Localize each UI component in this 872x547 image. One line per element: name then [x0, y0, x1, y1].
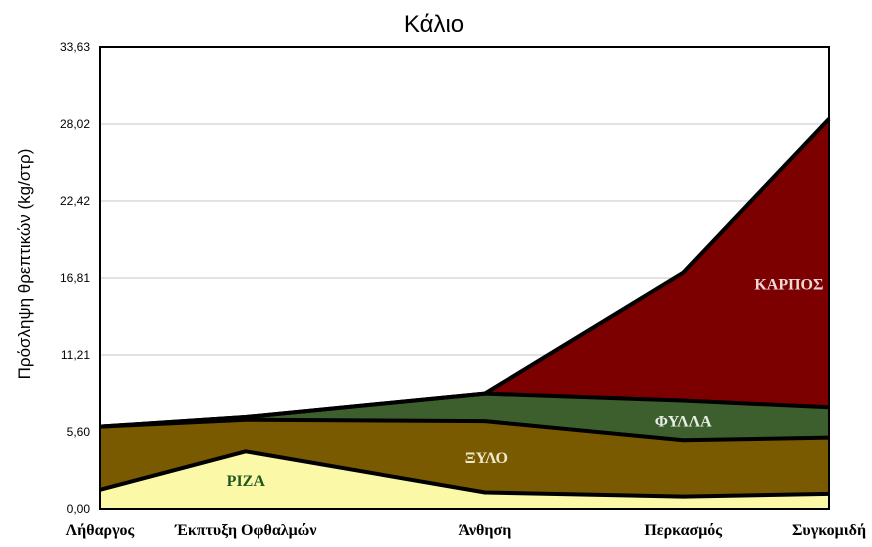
- area-label: ΚΑΡΠΟΣ: [754, 276, 823, 293]
- area-3: [100, 118, 829, 427]
- area-label: ΦΥΛΛΑ: [655, 413, 712, 430]
- y-tick-labels: 0,00 5,60 11,21 16,81 22,42 28,02 33,63: [60, 40, 90, 516]
- area-label: ΡΙΖΑ: [227, 473, 266, 490]
- area-0: [100, 451, 829, 509]
- y-tick-label: 5,60: [67, 425, 91, 439]
- y-tick-label: 11,21: [61, 348, 90, 362]
- y-tick-label: 33,63: [60, 40, 90, 54]
- area-edges: [99, 117, 831, 499]
- area-edge-0: [99, 449, 830, 499]
- x-tick-labels: Λήθαργος Έκπτυξη Οφθαλμών Άνθηση Περκασμός Σ…: [66, 522, 866, 539]
- x-tick-label: Συγκομιδή: [792, 522, 866, 539]
- x-tick-label: Περκασμός: [644, 522, 722, 539]
- y-tick-label: 16,81: [60, 271, 90, 285]
- plot-frame: [99, 46, 830, 510]
- area-labels: ΡΙΖΑ ΞΥΛΟ ΦΥΛΛΑ ΚΑΡΠΟΣ: [227, 276, 824, 490]
- x-tick-label: Λήθαργος: [66, 522, 135, 539]
- y-tick-label: 28,02: [60, 117, 90, 131]
- area-1: [100, 419, 829, 497]
- area-label: ΞΥΛΟ: [465, 450, 508, 467]
- area-2: [100, 393, 829, 441]
- y-axis-label: Πρόσληψη θρεπτικών (kg/στρ): [15, 149, 34, 380]
- chart-title: Κάλιο: [404, 11, 464, 38]
- stacked-areas: [100, 118, 829, 509]
- x-tick-label: Άνθηση: [459, 522, 512, 539]
- y-tick-label: 22,42: [60, 194, 90, 208]
- y-tick-label: 0,00: [67, 502, 91, 516]
- area-edge-3: [99, 117, 831, 429]
- x-tick-label: Έκπτυξη Οφθαλμών: [174, 522, 316, 539]
